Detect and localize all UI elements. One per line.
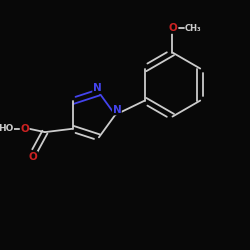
Text: N: N <box>112 105 121 115</box>
Text: O: O <box>29 152 38 162</box>
Text: N: N <box>93 84 102 94</box>
Text: HO: HO <box>0 124 13 133</box>
Text: O: O <box>20 124 29 134</box>
Text: O: O <box>168 23 177 33</box>
Text: CH₃: CH₃ <box>185 24 202 33</box>
